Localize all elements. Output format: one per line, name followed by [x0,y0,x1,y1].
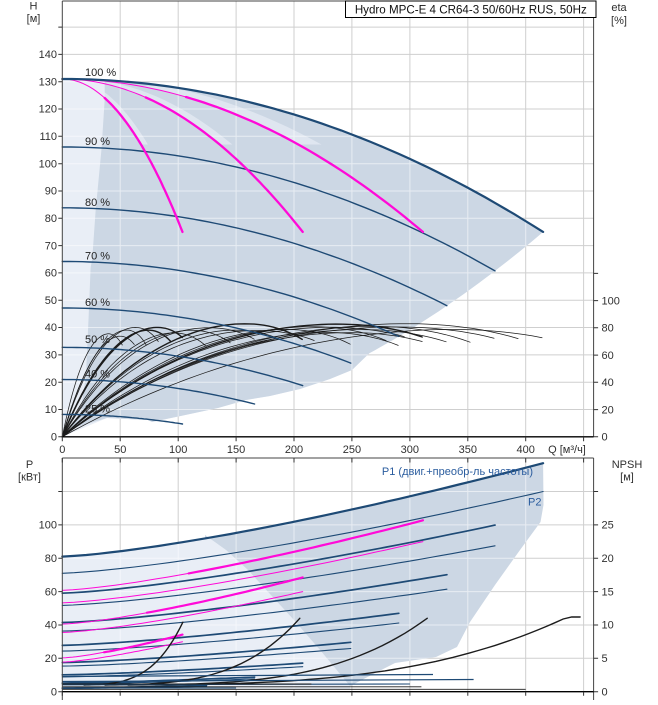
svg-text:0: 0 [602,686,608,698]
svg-text:[кВт]: [кВт] [18,472,41,484]
svg-text:70 %: 70 % [85,251,110,263]
svg-text:0: 0 [602,432,608,444]
svg-text:350: 350 [459,444,477,456]
svg-text:300: 300 [401,444,419,456]
svg-text:P: P [26,459,33,471]
svg-text:P2: P2 [528,497,541,509]
svg-text:50: 50 [45,295,57,307]
svg-text:100 %: 100 % [85,67,116,79]
svg-text:H: H [30,1,38,13]
svg-text:Q [м³/ч]: Q [м³/ч] [548,444,586,456]
svg-text:50: 50 [114,444,126,456]
svg-text:80: 80 [602,323,614,335]
svg-text:30: 30 [45,350,57,362]
svg-text:80: 80 [45,553,57,565]
svg-text:140: 140 [39,49,57,61]
svg-text:40: 40 [602,377,614,389]
svg-text:250: 250 [343,444,361,456]
svg-text:20: 20 [602,404,614,416]
svg-text:20: 20 [602,553,614,565]
svg-text:100: 100 [39,520,57,532]
svg-text:eta: eta [611,2,627,14]
svg-text:5: 5 [602,653,608,665]
svg-text:25: 25 [602,520,614,532]
svg-text:20: 20 [45,653,57,665]
svg-text:0: 0 [51,686,57,698]
svg-text:110: 110 [39,131,57,143]
svg-text:60 %: 60 % [85,297,110,309]
svg-text:120: 120 [39,104,57,116]
svg-text:0: 0 [51,432,57,444]
svg-text:40: 40 [45,322,57,334]
svg-text:25 %: 25 % [85,403,110,415]
svg-text:100: 100 [169,444,187,456]
svg-text:10: 10 [602,620,614,632]
svg-text:Hydro MPC-E 4 CR64-3 50/60Hz R: Hydro MPC-E 4 CR64-3 50/60Hz RUS, 50Hz [355,3,587,16]
svg-text:100: 100 [39,158,57,170]
svg-text:80: 80 [45,213,57,225]
svg-text:[%]: [%] [611,15,627,27]
svg-text:80 %: 80 % [85,197,110,209]
svg-text:90 %: 90 % [85,136,110,148]
svg-text:[м]: [м] [620,472,634,484]
svg-text:NPSH: NPSH [612,459,643,471]
svg-text:150: 150 [227,444,245,456]
svg-text:400: 400 [517,444,535,456]
svg-text:P1 (двиг.+преобр-ль частоты): P1 (двиг.+преобр-ль частоты) [382,466,533,478]
svg-text:200: 200 [285,444,303,456]
svg-text:15: 15 [602,586,614,598]
svg-text:10: 10 [45,404,57,416]
svg-text:60: 60 [602,350,614,362]
svg-text:70: 70 [45,240,57,252]
svg-text:60: 60 [45,268,57,280]
svg-text:100: 100 [602,295,620,307]
svg-text:[м]: [м] [27,13,41,25]
svg-text:40 %: 40 % [85,369,110,381]
svg-text:0: 0 [59,444,65,456]
svg-text:130: 130 [39,76,57,88]
svg-text:90: 90 [45,186,57,198]
svg-text:60: 60 [45,586,57,598]
svg-text:20: 20 [45,377,57,389]
svg-text:50 %: 50 % [85,334,110,346]
svg-text:40: 40 [45,620,57,632]
